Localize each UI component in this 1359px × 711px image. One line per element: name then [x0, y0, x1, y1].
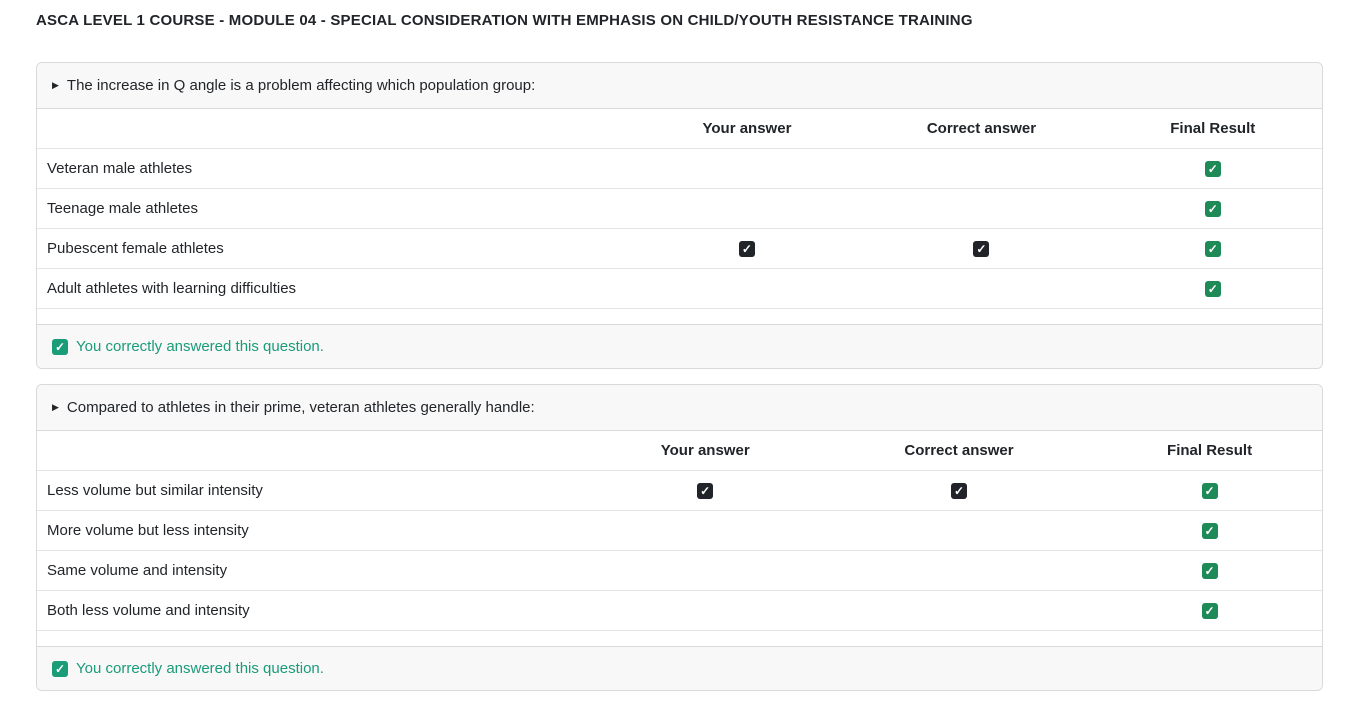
page-title: ASCA LEVEL 1 COURSE - MODULE 04 - SPECIA…	[36, 12, 973, 29]
table-bottom-spacer	[37, 309, 1322, 324]
option-label: More volume but less intensity	[37, 510, 590, 551]
result-message: You correctly answered this question.	[76, 660, 324, 677]
your-answer-cell: ✓	[634, 188, 860, 229]
your-answer-checkbox-icon: ✓	[738, 241, 755, 257]
final-result-cell: ✓	[1097, 550, 1322, 591]
correct-answer-cell: ✓	[859, 228, 1104, 269]
option-label: Less volume but similar intensity	[37, 470, 590, 511]
option-label: Same volume and intensity	[37, 550, 590, 591]
question-1-text: The increase in Q angle is a problem aff…	[66, 77, 536, 94]
your-answer-column-header: Your answer	[634, 109, 860, 149]
correct-answer-column-header: Correct answer	[859, 109, 1104, 149]
your-answer-cell: ✓	[634, 148, 860, 189]
answer-row: Teenage male athletes ✓ ✓ ✓	[37, 188, 1322, 229]
final-result-checkbox-icon: ✓	[1204, 201, 1221, 217]
final-result-checkbox-icon: ✓	[1204, 241, 1221, 257]
success-checkbox-icon: ✓	[52, 338, 68, 355]
question-2-answers-table: Your answer Correct answer Final Result …	[37, 431, 1322, 631]
correct-answer-cell: ✓	[820, 550, 1098, 591]
question-2-result-message-bar: ✓ You correctly answered this question.	[37, 646, 1322, 690]
question-card-2: ▶ Compared to athletes in their prime, v…	[36, 384, 1323, 691]
final-result-cell: ✓	[1097, 510, 1322, 551]
answer-row: Both less volume and intensity ✓ ✓ ✓	[37, 590, 1322, 631]
answer-row: More volume but less intensity ✓ ✓ ✓	[37, 510, 1322, 551]
your-answer-cell: ✓	[589, 590, 821, 631]
option-label: Pubescent female athletes	[37, 228, 635, 269]
final-result-checkbox-icon: ✓	[1204, 161, 1221, 177]
final-result-column-header: Final Result	[1097, 431, 1322, 471]
options-column-header	[37, 431, 590, 471]
your-answer-column-header: Your answer	[589, 431, 821, 471]
question-card-1: ▶ The increase in Q angle is a problem a…	[36, 62, 1323, 369]
answer-row: Veteran male athletes ✓ ✓ ✓	[37, 148, 1322, 189]
answer-row: Pubescent female athletes ✓ ✓ ✓	[37, 228, 1322, 269]
final-result-cell: ✓	[1103, 148, 1322, 189]
final-result-checkbox-icon: ✓	[1201, 483, 1218, 499]
final-result-cell: ✓	[1097, 470, 1322, 511]
correct-answer-cell: ✓	[859, 268, 1104, 309]
answer-row: Adult athletes with learning difficultie…	[37, 268, 1322, 309]
table-bottom-spacer	[37, 631, 1322, 646]
question-2-header[interactable]: ▶ Compared to athletes in their prime, v…	[37, 385, 1322, 431]
your-answer-cell: ✓	[589, 470, 821, 511]
final-result-cell: ✓	[1103, 228, 1322, 269]
your-answer-cell: ✓	[634, 228, 860, 269]
final-result-checkbox-icon: ✓	[1204, 281, 1221, 297]
caret-right-icon: ▶	[52, 80, 59, 90]
question-1-result-message-bar: ✓ You correctly answered this question.	[37, 324, 1322, 368]
final-result-checkbox-icon: ✓	[1201, 563, 1218, 579]
question-1-header[interactable]: ▶ The increase in Q angle is a problem a…	[37, 63, 1322, 109]
correct-answer-column-header: Correct answer	[820, 431, 1098, 471]
your-answer-cell: ✓	[634, 268, 860, 309]
success-checkbox-icon: ✓	[52, 660, 68, 677]
your-answer-cell: ✓	[589, 550, 821, 591]
final-result-cell: ✓	[1097, 590, 1322, 631]
correct-answer-cell: ✓	[820, 470, 1098, 511]
result-message: You correctly answered this question.	[76, 338, 324, 355]
your-answer-cell: ✓	[589, 510, 821, 551]
caret-right-icon: ▶	[52, 402, 59, 412]
final-result-column-header: Final Result	[1103, 109, 1322, 149]
final-result-checkbox-icon: ✓	[1201, 603, 1218, 619]
question-1-answers-table: Your answer Correct answer Final Result …	[37, 109, 1322, 309]
option-label: Veteran male athletes	[37, 148, 635, 189]
option-label: Both less volume and intensity	[37, 590, 590, 631]
correct-answer-cell: ✓	[820, 590, 1098, 631]
options-column-header	[37, 109, 635, 149]
question-2-text: Compared to athletes in their prime, vet…	[66, 399, 535, 416]
final-result-checkbox-icon: ✓	[1201, 523, 1218, 539]
answer-row: Less volume but similar intensity ✓ ✓ ✓	[37, 470, 1322, 511]
option-label: Teenage male athletes	[37, 188, 635, 229]
table-header-row: Your answer Correct answer Final Result	[37, 109, 1322, 149]
option-label: Adult athletes with learning difficultie…	[37, 268, 635, 309]
table-header-row: Your answer Correct answer Final Result	[37, 431, 1322, 471]
correct-answer-cell: ✓	[820, 510, 1098, 551]
correct-answer-checkbox-icon: ✓	[973, 241, 990, 257]
correct-answer-cell: ✓	[859, 188, 1104, 229]
final-result-cell: ✓	[1103, 268, 1322, 309]
your-answer-checkbox-icon: ✓	[697, 483, 714, 499]
correct-answer-checkbox-icon: ✓	[950, 483, 967, 499]
correct-answer-cell: ✓	[859, 148, 1104, 189]
final-result-cell: ✓	[1103, 188, 1322, 229]
answer-row: Same volume and intensity ✓ ✓ ✓	[37, 550, 1322, 591]
